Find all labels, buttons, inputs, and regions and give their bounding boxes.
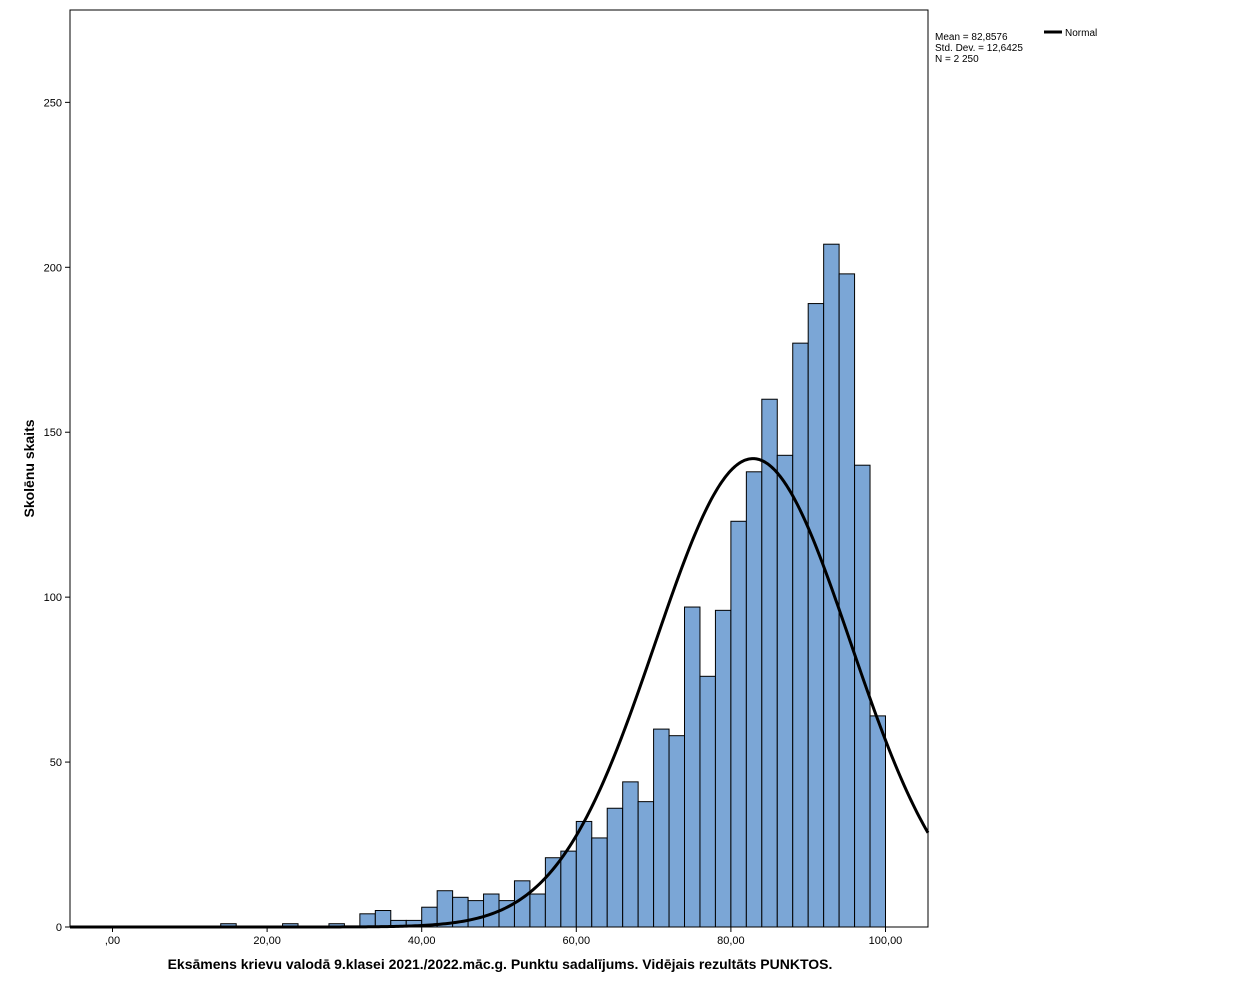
- histogram-bar: [591, 837, 608, 928]
- histogram-bar: [745, 471, 763, 928]
- histogram-bar: [730, 520, 747, 928]
- histogram-bar: [668, 735, 686, 928]
- histogram-bar: [684, 606, 701, 928]
- histogram-bar: [869, 715, 886, 928]
- histogram-bar: [575, 820, 593, 928]
- histogram-bar: [653, 728, 670, 928]
- histogram-bar: [637, 801, 655, 928]
- histogram-bar: [714, 609, 732, 928]
- y-tick-label: 250: [44, 97, 62, 109]
- y-tick-label: 200: [44, 262, 62, 274]
- stats-n: N = 2 250: [935, 54, 979, 65]
- histogram-bar: [560, 850, 577, 928]
- histogram-bar: [807, 303, 825, 928]
- stats-mean: Mean = 82,8576: [935, 32, 1008, 43]
- histogram-bar: [359, 913, 376, 928]
- x-tick-label: 60,00: [563, 935, 591, 947]
- histogram-bar: [761, 398, 778, 928]
- histogram-bar: [622, 781, 639, 928]
- histogram-bar: [792, 342, 809, 928]
- histogram-bar: [529, 893, 546, 928]
- x-axis-title: Eksāmens krievu valodā 9.klasei 2021./20…: [168, 956, 833, 972]
- plot-frame: [69, 9, 929, 928]
- x-tick-label: 100,00: [869, 935, 903, 947]
- stats-box: Mean = 82,8576 Std. Dev. = 12,6425 N = 2…: [935, 32, 1023, 65]
- y-tick-label: 0: [56, 922, 62, 934]
- stats-std-dev: Std. Dev. = 12,6425: [935, 43, 1023, 54]
- x-tick-label: ,00: [105, 935, 120, 947]
- y-axis-title: Skolēnu skaits: [21, 419, 37, 517]
- ticks-layer: 0 50 100 150 200 250 ,00 20,00 40,00 60,00 80,00 10…: [44, 97, 903, 947]
- legend: Normal: [1044, 28, 1097, 39]
- legend-label-normal: Normal: [1065, 28, 1097, 39]
- histogram-bar: [374, 910, 392, 928]
- histogram-bar: [838, 273, 856, 928]
- y-tick-label: 150: [44, 427, 62, 439]
- y-tick-label: 100: [44, 592, 62, 604]
- y-tick-label: 50: [50, 757, 62, 769]
- histogram-bar: [436, 890, 454, 928]
- histogram-bar: [699, 675, 716, 928]
- histogram-bar: [776, 454, 794, 928]
- histogram-bar: [606, 807, 624, 928]
- bars-layer: [220, 243, 886, 928]
- x-tick-label: 80,00: [717, 935, 745, 947]
- x-tick-label: 20,00: [253, 935, 281, 947]
- x-tick-label: 40,00: [408, 935, 436, 947]
- histogram-bar: [513, 880, 531, 928]
- histogram-bar: [467, 900, 485, 928]
